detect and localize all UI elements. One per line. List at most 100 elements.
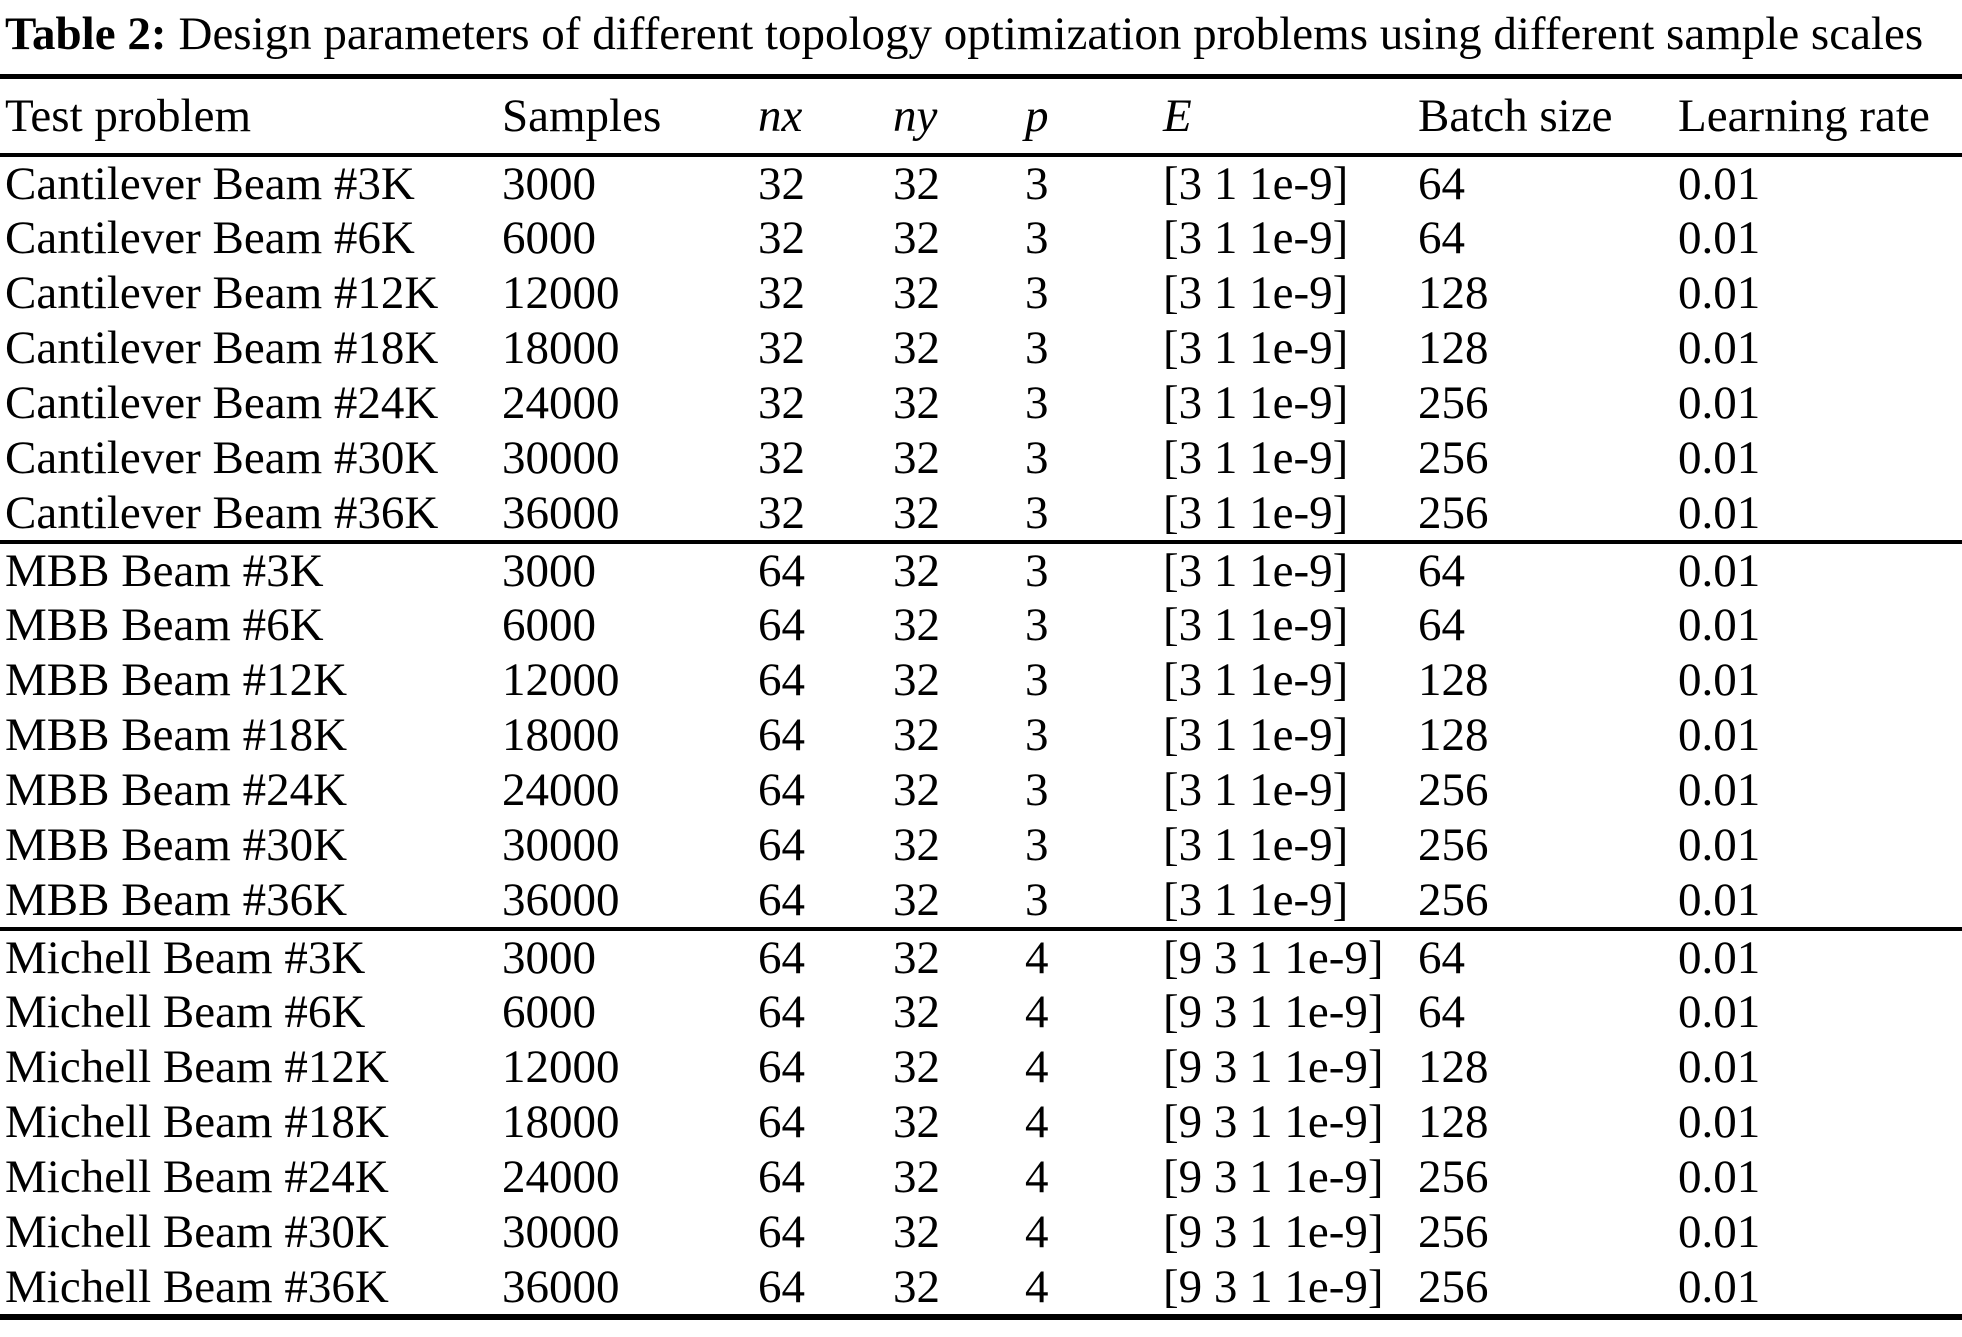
cell-learning-rate: 0.01 (1678, 764, 1761, 816)
cell-learning-rate: 0.01 (1678, 654, 1761, 706)
cell-learning-rate: 0.01 (1678, 709, 1761, 761)
cell-test-problem: MBB Beam #18K (5, 709, 348, 761)
cell-batch-size: 128 (1418, 267, 1489, 319)
cell-test-problem: Michell Beam #6K (5, 986, 366, 1038)
table-group: Cantilever Beam #3K 3000 32 32 3 [3 1 1e-9] 64… (0, 154, 1962, 542)
cell-e: [3 1 1e-9] (1163, 267, 1349, 319)
cell-samples: 12000 (502, 1041, 620, 1093)
table-group: Michell Beam #3K 3000 64 32 4 [9 3 1 1e-9] 64 0… (0, 928, 1962, 1317)
cell-e: [3 1 1e-9] (1163, 764, 1349, 816)
table-row: Michell Beam #12K 12000 64 32 4 [9 3 1 1e-9] 1… (0, 1040, 1962, 1095)
cell-p: 3 (1025, 873, 1049, 926)
cell-samples: 6000 (502, 212, 596, 264)
cell-nx: 64 (758, 1096, 805, 1148)
cell-e: [9 3 1 1e-9] (1163, 1151, 1384, 1203)
table-row: Michell Beam #30K 30000 64 32 4 [9 3 1 1e-9] 2… (0, 1205, 1962, 1260)
cell-learning-rate: 0.01 (1678, 544, 1761, 597)
cell-p: 3 (1025, 432, 1049, 484)
cell-p: 4 (1025, 1096, 1049, 1148)
cell-ny: 32 (893, 1206, 940, 1258)
cell-e: [9 3 1 1e-9] (1163, 1206, 1384, 1258)
table-row: MBB Beam #6K 6000 64 32 3 [3 1 1e-9] 64 0.01 (0, 598, 1962, 653)
cell-ny: 32 (893, 1041, 940, 1093)
cell-p: 3 (1025, 212, 1049, 264)
cell-samples: 30000 (502, 432, 620, 484)
cell-test-problem: MBB Beam #36K (5, 873, 348, 926)
cell-test-problem: Cantilever Beam #3K (5, 157, 415, 210)
cell-p: 4 (1025, 1260, 1049, 1313)
cell-samples: 30000 (502, 819, 620, 871)
cell-ny: 32 (893, 267, 940, 319)
cell-p: 3 (1025, 157, 1049, 210)
table-row: Cantilever Beam #36K 36000 32 32 3 [3 1 1e-9]… (0, 486, 1962, 542)
cell-batch-size: 128 (1418, 709, 1489, 761)
cell-batch-size: 64 (1418, 931, 1465, 984)
cell-test-problem: MBB Beam #6K (5, 599, 324, 651)
cell-learning-rate: 0.01 (1678, 377, 1761, 429)
cell-p: 3 (1025, 764, 1049, 816)
cell-nx: 64 (758, 1206, 805, 1258)
cell-ny: 32 (893, 709, 940, 761)
cell-test-problem: Michell Beam #3K (5, 931, 366, 984)
table-row: Michell Beam #18K 18000 64 32 4 [9 3 1 1e-9] 1… (0, 1095, 1962, 1150)
cell-nx: 64 (758, 986, 805, 1038)
cell-learning-rate: 0.01 (1678, 1096, 1761, 1148)
table-header: Test problem Samples nx ny p E Batch siz… (0, 77, 1962, 155)
cell-samples: 24000 (502, 377, 620, 429)
cell-learning-rate: 0.01 (1678, 212, 1761, 264)
cell-nx: 64 (758, 1260, 805, 1313)
cell-p: 4 (1025, 1206, 1049, 1258)
cell-samples: 6000 (502, 986, 596, 1038)
cell-p: 3 (1025, 377, 1049, 429)
cell-test-problem: Cantilever Beam #36K (5, 486, 439, 539)
cell-batch-size: 128 (1418, 1096, 1489, 1148)
cell-nx: 32 (758, 432, 805, 484)
cell-samples: 6000 (502, 599, 596, 651)
cell-e: [9 3 1 1e-9] (1163, 1041, 1384, 1093)
cell-learning-rate: 0.01 (1678, 599, 1761, 651)
cell-ny: 32 (893, 873, 940, 926)
cell-nx: 64 (758, 1041, 805, 1093)
cell-batch-size: 64 (1418, 157, 1465, 210)
cell-e: [9 3 1 1e-9] (1163, 1260, 1384, 1313)
cell-test-problem: Cantilever Beam #6K (5, 212, 415, 264)
table-row: Cantilever Beam #24K 24000 32 32 3 [3 1 1e-9]… (0, 376, 1962, 431)
table-row: Cantilever Beam #18K 18000 32 32 3 [3 1 1e-9]… (0, 321, 1962, 376)
table-row: MBB Beam #36K 36000 64 32 3 [3 1 1e-9] 256 0.01 (0, 873, 1962, 929)
cell-test-problem: Cantilever Beam #12K (5, 267, 439, 319)
table-caption-label: Table 2: (5, 8, 167, 60)
cell-p: 3 (1025, 819, 1049, 871)
cell-batch-size: 256 (1418, 764, 1489, 816)
cell-nx: 32 (758, 267, 805, 319)
cell-p: 3 (1025, 544, 1049, 597)
cell-nx: 32 (758, 486, 805, 539)
cell-samples: 36000 (502, 1260, 620, 1313)
cell-batch-size: 256 (1418, 486, 1489, 539)
cell-p: 4 (1025, 986, 1049, 1038)
cell-batch-size: 256 (1418, 819, 1489, 871)
cell-test-problem: MBB Beam #3K (5, 544, 324, 597)
table-row: Michell Beam #6K 6000 64 32 4 [9 3 1 1e-9] 64 0… (0, 985, 1962, 1040)
table-group: MBB Beam #3K 3000 64 32 3 [3 1 1e-9] 64 0.01 MBB… (0, 541, 1962, 929)
column-header-test-problem: Test problem (5, 89, 252, 142)
cell-learning-rate: 0.01 (1678, 157, 1761, 210)
table-header-row: Test problem Samples nx ny p E Batch siz… (0, 77, 1962, 155)
cell-samples: 30000 (502, 1206, 620, 1258)
cell-e: [3 1 1e-9] (1163, 819, 1349, 871)
cell-batch-size: 64 (1418, 544, 1465, 597)
cell-nx: 64 (758, 709, 805, 761)
cell-ny: 32 (893, 764, 940, 816)
cell-nx: 64 (758, 654, 805, 706)
cell-batch-size: 256 (1418, 1206, 1489, 1258)
cell-p: 3 (1025, 654, 1049, 706)
cell-nx: 64 (758, 1151, 805, 1203)
cell-samples: 3000 (502, 931, 596, 984)
cell-test-problem: Michell Beam #36K (5, 1260, 389, 1313)
cell-samples: 24000 (502, 1151, 620, 1203)
cell-e: [3 1 1e-9] (1163, 377, 1349, 429)
cell-e: [3 1 1e-9] (1163, 322, 1349, 374)
cell-e: [3 1 1e-9] (1163, 709, 1349, 761)
cell-ny: 32 (893, 486, 940, 539)
column-header-learning-rate: Learning rate (1678, 89, 1930, 142)
cell-batch-size: 256 (1418, 1260, 1489, 1313)
